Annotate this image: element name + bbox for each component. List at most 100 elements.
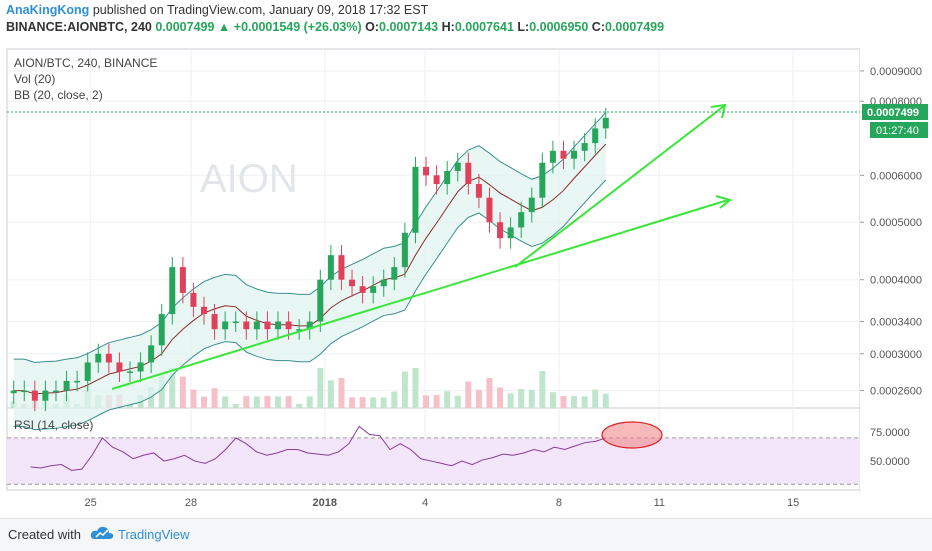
volume-bar [475,389,482,408]
author-link[interactable]: AnaKingKong [6,3,90,17]
volume-bar [380,397,387,408]
volume-bar [497,387,504,408]
volume-bar [592,389,599,408]
candle-body [507,227,514,239]
candle-body [126,371,133,374]
rsi-line [30,425,606,471]
x-tick-label: 4 [422,497,428,509]
arrow-lower-head [715,195,733,209]
open-value: 0.0007143 [379,20,439,34]
volume-bar [243,396,250,408]
volume-bar [349,397,356,408]
chart-area[interactable]: AION 75.0000 50.0000 0.0009000 0.0008000 0.… [0,40,932,518]
volume-bar [486,378,493,408]
volume-bar [359,397,366,408]
candle-body [433,175,440,185]
candle-body [359,286,366,293]
volume-bar [275,396,282,408]
volume-bar [253,396,260,408]
volume-bar [391,391,398,408]
high-value: 0.0007641 [454,20,514,34]
candle-body [116,362,123,372]
volume-bar [296,404,303,408]
trend-line-upper [514,162,651,268]
rsi-tick-label: 50.0000 [870,456,910,468]
candle-body [518,212,525,228]
candle-body [190,292,197,307]
publish-line: AnaKingKong published on TradingView.com… [6,3,428,17]
volume-bar [201,396,208,408]
upper-band [13,112,607,363]
candle-body [391,267,398,280]
candle-body [179,267,186,293]
volume-bar [158,374,165,408]
x-axis: 25 28 2018 4 8 11 15 [7,489,860,509]
candle-body [169,267,176,315]
volume-bar [169,368,176,408]
volume-bar [264,396,271,408]
last-price: 0.0007499 [155,20,215,34]
volume-bar [126,404,133,408]
candle-body [31,390,38,401]
tradingview-cloud-icon[interactable] [90,525,114,546]
volume-bar [444,391,451,408]
candle-body [497,222,504,239]
price-badge [862,104,928,120]
candle-body [539,162,546,198]
candle-body [380,279,387,287]
y-tick-label: 0.0002600 [870,386,922,398]
candle-body [401,232,408,268]
rsi-indicator: 75.0000 50.0000 [7,421,910,485]
candle-body [528,197,535,213]
volume-bar [179,376,186,408]
candle-body [486,197,493,223]
rsi-band-fill [7,437,860,485]
candle-body [285,321,292,330]
x-tick-label: 2018 [313,497,337,509]
timer-badge [870,122,928,138]
volume-bar [528,389,535,408]
x-tick-label: 25 [85,497,97,509]
y-tick-label: 0.0009000 [870,66,922,78]
candle-body [158,314,165,346]
high-label: H: [441,20,455,34]
change-value: +0.0001549 (+26.03%) [233,20,362,34]
candle-body [275,321,282,330]
candle-body [232,321,239,324]
price-badge-text: 0.0007499 [867,107,919,119]
volume-bar [317,368,324,408]
up-arrow-icon: ▲ [217,20,231,34]
open-label: O: [365,20,380,34]
y-tick-label: 0.0005000 [870,217,922,229]
arrow-upper-head [710,103,727,119]
volume-bar [507,393,514,408]
trend-line-lower [111,223,651,390]
candle-body [549,150,556,163]
publish-info: published on TradingView.com, January 09… [92,3,429,17]
volume-bar [211,388,218,408]
x-tick-label: 11 [654,497,665,509]
y-tick-label: 0.0004000 [870,275,922,287]
volume-bar [423,395,430,408]
created-with: Created with [8,527,81,542]
candles [10,107,609,412]
candle-body [63,380,70,391]
volume-bar [518,389,525,408]
candle-body [264,321,271,330]
candle-body [148,345,155,363]
candle-body [317,279,324,322]
candle-body [10,390,17,394]
volume-bar [338,378,345,408]
close-value: 0.0007499 [605,20,665,34]
candle-body [560,150,567,159]
low-label: L: [517,20,530,34]
close-label: C: [591,20,605,34]
tradingview-link[interactable]: TradingView [118,527,190,542]
volume-bar [222,396,229,408]
y-tick-label: 0.0006000 [870,170,922,182]
candle-body [349,279,356,287]
arrow-lower-shaft [649,199,729,225]
candle-body [412,166,419,233]
symbol-watermark: AION [200,157,298,201]
